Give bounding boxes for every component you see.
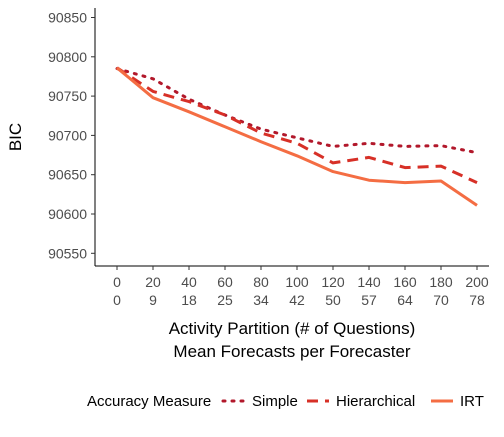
- legend-title: Accuracy Measure: [87, 393, 211, 410]
- y-tick-label: 90700: [48, 127, 87, 143]
- x-tick-label-mean-forecasts: 25: [217, 292, 233, 308]
- x-axis-title-line-1: Activity Partition (# of Questions): [169, 319, 416, 338]
- x-tick-label-questions: 140: [357, 274, 381, 290]
- y-tick-label: 90800: [48, 49, 87, 65]
- x-tick-label-mean-forecasts: 0: [113, 292, 121, 308]
- x-tick-label-mean-forecasts: 18: [181, 292, 197, 308]
- y-tick-label: 90650: [48, 167, 87, 183]
- x-tick-label-questions: 20: [145, 274, 161, 290]
- x-tick-label-questions: 60: [217, 274, 233, 290]
- series-line-hierarchical: [116, 66, 478, 184]
- x-tick-label-questions: 160: [393, 274, 417, 290]
- series-line-simple: [115, 67, 479, 155]
- x-tick-label-questions: 120: [321, 274, 345, 290]
- x-tick-label-questions: 200: [465, 274, 489, 290]
- y-tick-label: 90850: [48, 10, 87, 26]
- x-tick-label-questions: 80: [253, 274, 269, 290]
- y-axis-title: BIC: [6, 123, 25, 151]
- x-tick-label-questions: 100: [285, 274, 309, 290]
- x-axis-title-line-2: Mean Forecasts per Forecaster: [173, 342, 410, 361]
- legend-label-simple: Simple: [252, 393, 298, 410]
- x-tick-label-mean-forecasts: 50: [325, 292, 341, 308]
- x-tick-label-questions: 0: [113, 274, 121, 290]
- legend-label-hierarchical: Hierarchical: [336, 393, 415, 410]
- x-tick-label-questions: 40: [181, 274, 197, 290]
- y-tick-label: 90600: [48, 206, 87, 222]
- series-line-irt: [116, 66, 478, 207]
- x-tick-label-mean-forecasts: 78: [469, 292, 485, 308]
- x-tick-label-questions: 180: [429, 274, 453, 290]
- x-tick-label-mean-forecasts: 9: [149, 292, 157, 308]
- x-tick-label-mean-forecasts: 70: [433, 292, 449, 308]
- x-tick-label-mean-forecasts: 64: [397, 292, 413, 308]
- y-tick-label: 90750: [48, 88, 87, 104]
- legend-label-irt: IRT: [460, 393, 484, 410]
- x-tick-label-mean-forecasts: 42: [289, 292, 305, 308]
- x-tick-label-mean-forecasts: 34: [253, 292, 269, 308]
- y-tick-label: 90550: [48, 245, 87, 261]
- x-tick-label-mean-forecasts: 57: [361, 292, 377, 308]
